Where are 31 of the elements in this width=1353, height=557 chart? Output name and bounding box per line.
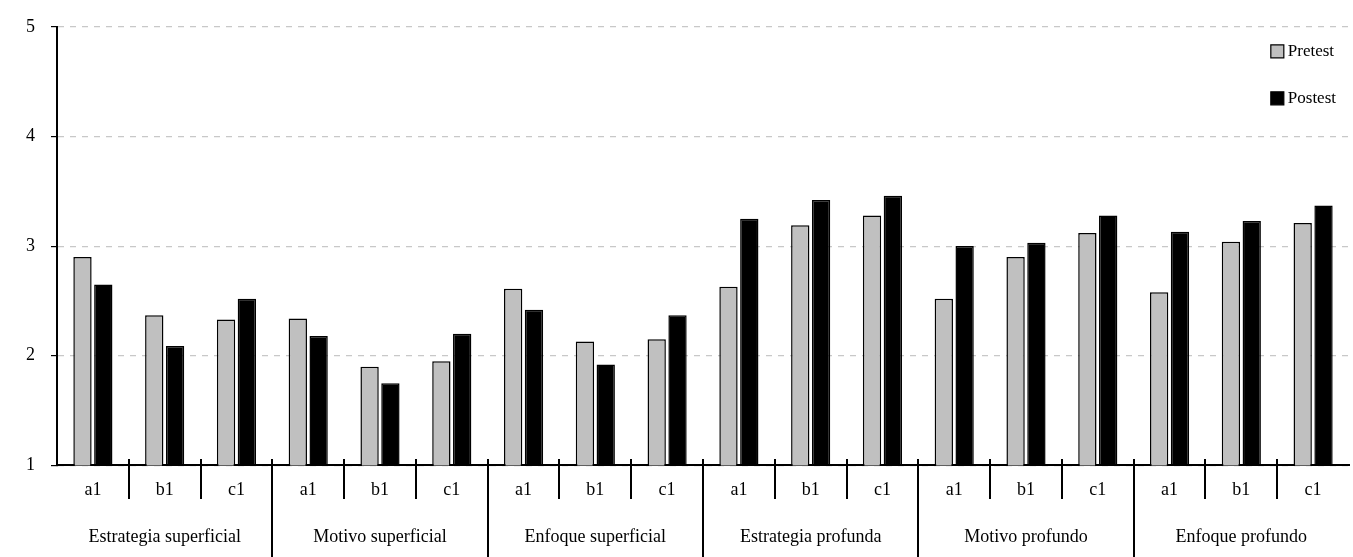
x-tick-label: a1 <box>84 478 102 499</box>
x-tick-label: b1 <box>801 478 820 499</box>
x-tick-label: b1 <box>155 478 174 499</box>
x-tick-label: b1 <box>586 478 605 499</box>
text: Enfoque profundo <box>1175 526 1308 547</box>
x-tick-label: b1 <box>1232 478 1251 499</box>
x-tick-label: a1 <box>730 478 748 499</box>
x-tick-label: a1 <box>299 478 317 499</box>
text: Enfoque superficial <box>524 526 667 547</box>
y-tick-label: 4 <box>26 125 35 146</box>
x-tick-label: b1 <box>371 478 389 499</box>
x-tick-label: c1 <box>873 478 891 499</box>
x-tick-label: c1 <box>658 478 676 499</box>
text: Motivo profundo <box>964 526 1088 547</box>
legend-label: Postest <box>1287 88 1337 108</box>
text: Estrategia profunda <box>739 526 882 547</box>
legend-label: Pretest <box>1287 41 1335 61</box>
x-tick-label: c1 <box>227 478 245 499</box>
y-tick-label: 3 <box>26 234 35 255</box>
text: Estrategia superficial <box>88 526 241 547</box>
y-tick-label: 2 <box>26 344 35 365</box>
text: Motivo superficial <box>313 526 447 547</box>
x-tick-label: c1 <box>1089 478 1107 499</box>
x-tick-label: a1 <box>515 478 533 499</box>
x-tick-label: c1 <box>1304 478 1322 499</box>
x-tick-label: a1 <box>945 478 963 499</box>
y-tick-label: 1 <box>26 454 35 475</box>
x-tick-label: b1 <box>1017 478 1035 499</box>
x-tick-label: c1 <box>443 478 461 499</box>
x-tick-label: a1 <box>1161 478 1179 499</box>
y-tick-label: 5 <box>26 15 35 36</box>
